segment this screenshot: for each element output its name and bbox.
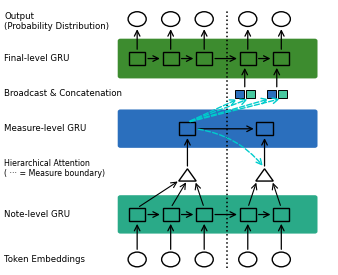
Polygon shape: [179, 169, 196, 181]
FancyBboxPatch shape: [118, 109, 317, 148]
FancyBboxPatch shape: [235, 90, 244, 98]
FancyBboxPatch shape: [278, 90, 287, 98]
FancyBboxPatch shape: [118, 195, 317, 233]
Text: Token Embeddings: Token Embeddings: [4, 255, 85, 264]
Text: Broadcast & Concatenation: Broadcast & Concatenation: [4, 89, 122, 98]
FancyBboxPatch shape: [240, 52, 256, 65]
Circle shape: [272, 252, 290, 267]
FancyBboxPatch shape: [129, 52, 145, 65]
Text: Hierarchical Attention
( ··· = Measure boundary): Hierarchical Attention ( ··· = Measure b…: [4, 159, 105, 178]
FancyBboxPatch shape: [129, 208, 145, 221]
FancyBboxPatch shape: [163, 52, 179, 65]
FancyBboxPatch shape: [179, 122, 195, 135]
FancyBboxPatch shape: [267, 90, 276, 98]
Polygon shape: [256, 169, 273, 181]
Circle shape: [128, 12, 146, 26]
Text: Measure-level GRU: Measure-level GRU: [4, 124, 87, 133]
Circle shape: [128, 252, 146, 267]
FancyBboxPatch shape: [246, 90, 255, 98]
FancyBboxPatch shape: [196, 208, 212, 221]
FancyBboxPatch shape: [257, 122, 272, 135]
Circle shape: [195, 252, 213, 267]
Text: Output
(Probability Distribution): Output (Probability Distribution): [4, 12, 109, 31]
FancyBboxPatch shape: [273, 52, 289, 65]
Circle shape: [162, 12, 180, 26]
FancyBboxPatch shape: [163, 208, 179, 221]
FancyBboxPatch shape: [273, 208, 289, 221]
FancyBboxPatch shape: [196, 52, 212, 65]
Text: Final-level GRU: Final-level GRU: [4, 54, 70, 63]
FancyBboxPatch shape: [240, 208, 256, 221]
Circle shape: [239, 12, 257, 26]
Circle shape: [162, 252, 180, 267]
Text: Note-level GRU: Note-level GRU: [4, 210, 70, 219]
FancyBboxPatch shape: [118, 39, 317, 78]
Circle shape: [272, 12, 290, 26]
Circle shape: [195, 12, 213, 26]
Circle shape: [239, 252, 257, 267]
